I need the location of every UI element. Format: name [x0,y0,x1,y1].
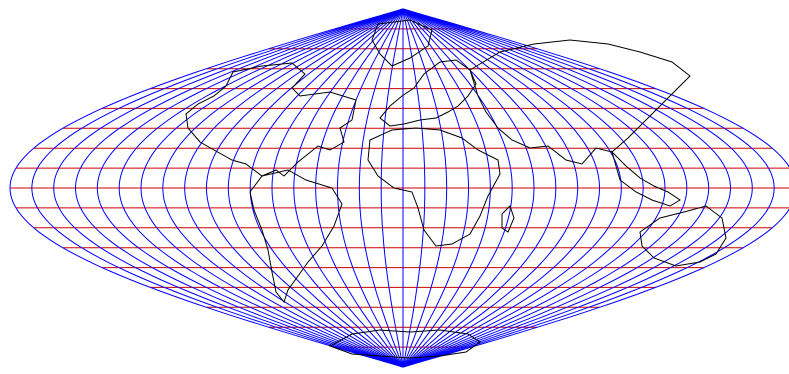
meridian-line [140,8,404,368]
meridian-line [402,8,732,368]
coastline-europe [379,59,477,127]
meridian-line [402,8,753,368]
meridian-line [402,8,789,368]
coastline-southeast-asia [610,150,681,207]
meridian-line [53,8,404,368]
coastline-madagascar [501,205,515,233]
meridian-line [337,8,404,368]
meridian-line [184,8,404,368]
coastline-asia [469,39,691,165]
meridian-line [402,8,644,368]
meridian-line [293,8,404,368]
meridian-line [249,8,404,368]
meridian-line [227,8,404,368]
meridian-line [31,8,404,368]
meridian-line [271,8,404,368]
meridian-line [402,8,491,368]
meridian-line [380,8,404,368]
coastline-north-america [185,62,357,177]
meridian-line [162,8,404,368]
coastlines-layer [185,19,727,359]
meridian-line [402,8,579,368]
meridian-line [402,8,710,368]
meridian-line [74,8,404,368]
meridian-line [402,8,469,368]
meridian-line [205,8,404,368]
meridian-line [402,8,448,368]
coastline-africa [367,127,501,247]
meridian-line [402,8,601,368]
meridian-line [402,8,622,368]
meridian-line [9,8,404,368]
meridian-line [402,8,426,368]
meridian-line [402,8,666,368]
coastline-antarctica [328,329,481,359]
coastline-greenland [371,19,433,67]
meridian-line [315,8,404,368]
meridian-line [402,8,513,368]
meridian-line [402,8,688,368]
meridian-line [118,8,404,368]
meridian-line [402,8,557,368]
meridian-line [402,8,775,368]
coastline-south-america [249,169,343,304]
coastline-australia [639,205,727,267]
meridian-line [358,8,404,368]
